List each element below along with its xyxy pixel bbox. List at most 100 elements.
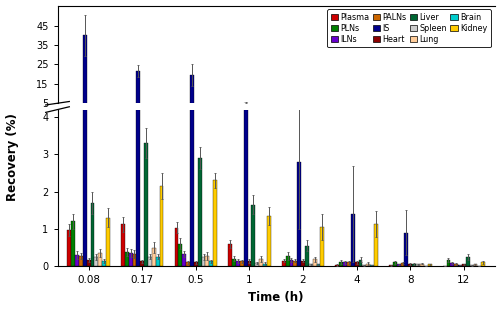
Bar <box>79 112 83 113</box>
Bar <box>248 261 252 266</box>
Bar <box>156 257 160 266</box>
Bar <box>309 264 312 266</box>
Bar <box>160 109 164 113</box>
Bar <box>232 112 236 113</box>
Legend: Plasma, PLNs, ILNs, PALNs, IS, Heart, Liver, Spleen, Lung, Brain, Kidney: Plasma, PLNs, ILNs, PALNs, IS, Heart, Li… <box>328 9 491 47</box>
Bar <box>458 265 462 266</box>
Bar <box>68 111 71 113</box>
Bar <box>294 261 298 266</box>
Bar <box>305 112 309 113</box>
Bar <box>298 107 301 113</box>
Bar <box>228 244 232 266</box>
Bar <box>132 254 136 266</box>
Bar <box>267 216 270 266</box>
Bar <box>174 111 178 113</box>
Bar <box>190 0 194 266</box>
Bar <box>213 108 217 113</box>
Bar <box>202 257 205 266</box>
Bar <box>83 35 86 113</box>
Bar <box>121 111 125 113</box>
Bar <box>152 112 156 113</box>
Bar <box>186 262 190 266</box>
Bar <box>462 264 466 266</box>
Bar <box>450 263 454 266</box>
Bar <box>128 112 132 113</box>
Bar <box>75 255 79 266</box>
Bar <box>121 224 125 266</box>
Bar <box>106 218 110 266</box>
Bar <box>474 264 478 266</box>
Bar <box>252 205 255 266</box>
Bar <box>210 261 213 266</box>
Bar <box>236 261 240 266</box>
Bar <box>370 265 374 266</box>
Bar <box>228 112 232 113</box>
Bar <box>140 261 144 266</box>
Bar <box>420 264 424 266</box>
Bar <box>90 203 94 266</box>
Bar <box>244 69 248 266</box>
Bar <box>206 112 210 113</box>
Bar <box>316 264 320 266</box>
Bar <box>160 186 164 266</box>
Bar <box>305 246 309 266</box>
Bar <box>320 111 324 113</box>
Bar <box>347 262 351 266</box>
Bar <box>259 259 263 266</box>
Bar <box>267 110 270 113</box>
Bar <box>454 264 458 266</box>
Bar <box>198 158 202 266</box>
Bar <box>282 261 286 266</box>
Bar <box>446 260 450 266</box>
Bar <box>144 106 148 113</box>
Bar <box>336 265 340 266</box>
Bar <box>128 253 132 266</box>
Bar <box>404 232 408 266</box>
Bar <box>374 224 378 266</box>
Bar <box>358 260 362 266</box>
Bar <box>393 262 397 266</box>
Bar <box>252 110 255 113</box>
Bar <box>136 0 140 266</box>
Bar <box>202 112 205 113</box>
Bar <box>182 112 186 113</box>
Bar <box>263 264 267 266</box>
Bar <box>244 103 248 113</box>
Bar <box>98 253 102 266</box>
Bar <box>90 110 94 113</box>
Bar <box>125 112 128 113</box>
Bar <box>148 112 152 113</box>
X-axis label: Time (h): Time (h) <box>248 291 304 304</box>
Bar <box>255 263 259 266</box>
Bar <box>404 111 408 113</box>
Bar <box>144 143 148 266</box>
Bar <box>94 112 98 113</box>
Bar <box>466 257 469 266</box>
Bar <box>340 262 343 266</box>
Bar <box>178 112 182 113</box>
Bar <box>312 112 316 113</box>
Bar <box>428 264 432 266</box>
Bar <box>446 112 450 113</box>
Text: Recovery (%): Recovery (%) <box>6 114 19 201</box>
Bar <box>102 261 106 266</box>
Bar <box>178 244 182 266</box>
Bar <box>412 264 416 266</box>
Bar <box>466 112 469 113</box>
Bar <box>312 260 316 266</box>
Bar <box>408 264 412 266</box>
Bar <box>240 261 244 266</box>
Bar <box>79 256 83 266</box>
Bar <box>98 112 102 113</box>
Bar <box>259 112 263 113</box>
Bar <box>86 112 90 113</box>
Bar <box>416 264 420 266</box>
Bar <box>286 112 290 113</box>
Bar <box>320 227 324 266</box>
Bar <box>298 162 301 266</box>
Bar <box>190 75 194 113</box>
Bar <box>152 248 156 266</box>
Bar <box>94 257 98 266</box>
Bar <box>136 71 140 113</box>
Bar <box>75 112 79 113</box>
